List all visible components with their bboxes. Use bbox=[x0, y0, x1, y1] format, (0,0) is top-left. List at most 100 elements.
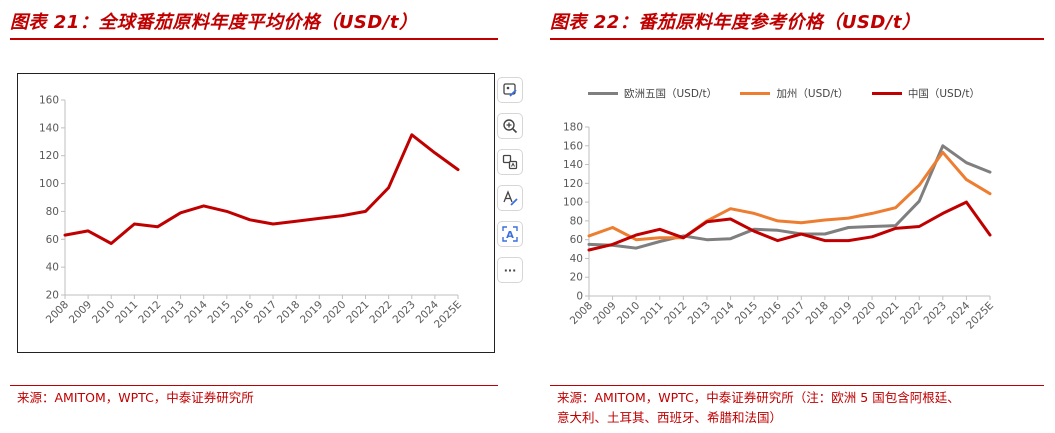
right-series-0-point bbox=[847, 226, 850, 229]
left-series-0-point bbox=[341, 214, 344, 217]
right-series-2-point bbox=[634, 233, 638, 237]
right-series-1-point bbox=[823, 218, 827, 222]
right-series-0-point bbox=[776, 229, 779, 232]
left-series-0-point bbox=[364, 210, 367, 213]
left-x-tick-label: 2020 bbox=[321, 299, 348, 326]
right-series-2-point bbox=[847, 239, 850, 242]
right-x-tick-label: 2013 bbox=[686, 300, 713, 327]
right-series-2-point bbox=[682, 236, 685, 239]
right-series-2-point bbox=[776, 239, 779, 242]
right-y-tick-label: 120 bbox=[563, 178, 583, 190]
right-y-tick-label: 160 bbox=[563, 140, 583, 152]
left-series-0-point bbox=[86, 229, 90, 233]
right-series-0-point bbox=[823, 232, 827, 236]
right-source-note-line2: 意大利、土耳其、西班牙、希腊和法国） bbox=[557, 410, 783, 425]
left-x-tick-label: 2015 bbox=[206, 299, 233, 326]
right-x-tick-label: 2021 bbox=[874, 300, 901, 327]
left-series-0-point bbox=[294, 219, 298, 223]
left-x-tick-label: 2021 bbox=[344, 299, 371, 326]
right-line-chart: 0 20 40 60 80 100 120 140 160 180 2008200920102011… bbox=[563, 122, 996, 332]
right-series-0-point bbox=[634, 246, 638, 250]
right-series-1-point bbox=[988, 192, 992, 195]
left-x-tick-label: 2010 bbox=[90, 299, 117, 326]
right-x-tick-label: 2019 bbox=[827, 300, 854, 327]
right-chart-title: 图表 22：番茄原料年度参考价格（USD/t） bbox=[550, 12, 921, 33]
left-x-tick-label: 2018 bbox=[275, 299, 302, 326]
left-chart-title: 图表 21：全球番茄原料年度平均价格（USD/t） bbox=[10, 12, 418, 33]
right-series-1-point bbox=[658, 236, 661, 239]
legend-swatch-china bbox=[871, 92, 902, 95]
legend-label-california: 加州（USD/t） bbox=[776, 88, 849, 100]
left-series-0-point bbox=[318, 217, 321, 220]
right-series-0-point bbox=[870, 225, 874, 228]
right-series-2-point bbox=[988, 233, 992, 237]
right-y-tick-label: 80 bbox=[570, 215, 583, 227]
legend-swatch-california bbox=[740, 92, 771, 95]
right-y-tick-label: 180 bbox=[563, 122, 583, 134]
translate-icon[interactable] bbox=[497, 149, 523, 175]
ocr-icon[interactable]: A bbox=[497, 221, 523, 247]
right-series-2-point bbox=[870, 235, 874, 239]
right-chart-legend: 欧洲五国（USD/t） 加州（USD/t） 中国（USD/t） bbox=[588, 86, 1000, 101]
more-icon[interactable]: ··· bbox=[497, 257, 523, 283]
left-series-0-point bbox=[271, 222, 275, 226]
right-series-2-point bbox=[658, 228, 661, 231]
left-y-tick-label: 100 bbox=[39, 178, 59, 190]
left-x-tick-label: 2016 bbox=[229, 298, 257, 326]
right-series-1-point bbox=[776, 219, 779, 223]
left-source-rule bbox=[10, 385, 498, 386]
right-series-1-point bbox=[894, 206, 897, 209]
right-series-2-point bbox=[729, 217, 732, 221]
left-x-tick-label: 2017 bbox=[252, 299, 279, 326]
left-y-tick-label: 80 bbox=[46, 206, 59, 218]
right-series-2-point bbox=[941, 212, 945, 215]
left-title-rule bbox=[10, 38, 498, 40]
left-series-0-point bbox=[225, 210, 229, 213]
right-x-tick-label: 2017 bbox=[780, 300, 807, 327]
left-y-tick-label: 160 bbox=[39, 95, 59, 107]
left-series-0-point bbox=[410, 133, 413, 137]
text-edit-icon[interactable] bbox=[497, 185, 523, 211]
right-x-tick-label: 2018 bbox=[804, 300, 831, 327]
right-series-0-point bbox=[658, 240, 661, 243]
right-x-tick-label: 2011 bbox=[638, 300, 665, 327]
right-y-tick-label: 60 bbox=[570, 234, 583, 246]
left-x-tick-label: 2019 bbox=[298, 299, 325, 326]
left-source-note: 来源：AMITOM，WPTC，中泰证券研究所 bbox=[17, 390, 254, 405]
left-y-tick-label: 40 bbox=[46, 262, 59, 274]
right-series-line-2 bbox=[587, 200, 992, 252]
left-line-chart: 20 40 60 80 100 120 140 160 20082009201020112012… bbox=[39, 95, 464, 331]
right-series-line-0 bbox=[587, 144, 992, 250]
right-series-1-point bbox=[870, 212, 874, 215]
image-edit-icon[interactable] bbox=[497, 77, 523, 103]
right-source-rule bbox=[550, 385, 1044, 386]
right-x-tick-label: 2023 bbox=[922, 300, 949, 327]
left-series-0-point bbox=[248, 218, 252, 221]
right-title-rule bbox=[550, 38, 1044, 40]
legend-label-europe: 欧洲五国（USD/t） bbox=[624, 88, 718, 100]
left-series-0-point bbox=[202, 204, 205, 208]
left-series-0-point bbox=[433, 151, 437, 155]
left-series-line-0 bbox=[63, 133, 460, 245]
left-series-0-point bbox=[179, 211, 182, 215]
left-x-tick-label: 2008 bbox=[44, 299, 71, 326]
right-series-0-point bbox=[965, 161, 968, 164]
right-x-tick-label: 2016 bbox=[756, 299, 784, 327]
right-series-0-point bbox=[988, 170, 992, 174]
left-series-0-point bbox=[387, 186, 390, 189]
right-series-line-1 bbox=[587, 150, 992, 242]
left-y-tick-label: 120 bbox=[39, 150, 59, 162]
right-series-2-point bbox=[823, 239, 827, 242]
legend-swatch-europe bbox=[588, 92, 618, 95]
right-series-2-point bbox=[705, 220, 709, 224]
left-x-tick-label: 2009 bbox=[67, 299, 94, 326]
right-series-0-point bbox=[941, 144, 945, 147]
zoom-in-icon[interactable] bbox=[497, 113, 523, 139]
left-series-0-point bbox=[456, 168, 460, 171]
right-series-1-point bbox=[752, 212, 756, 215]
legend-item-europe: 欧洲五国（USD/t） bbox=[588, 86, 717, 101]
left-chart-frame: 20 40 60 80 100 120 140 160 2008 2009 2010 2011 2012… bbox=[17, 73, 495, 353]
legend-item-china: 中国（USD/t） bbox=[871, 86, 980, 101]
left-x-tick-label: 2013 bbox=[159, 299, 186, 326]
right-x-tick-label: 2022 bbox=[898, 300, 925, 327]
